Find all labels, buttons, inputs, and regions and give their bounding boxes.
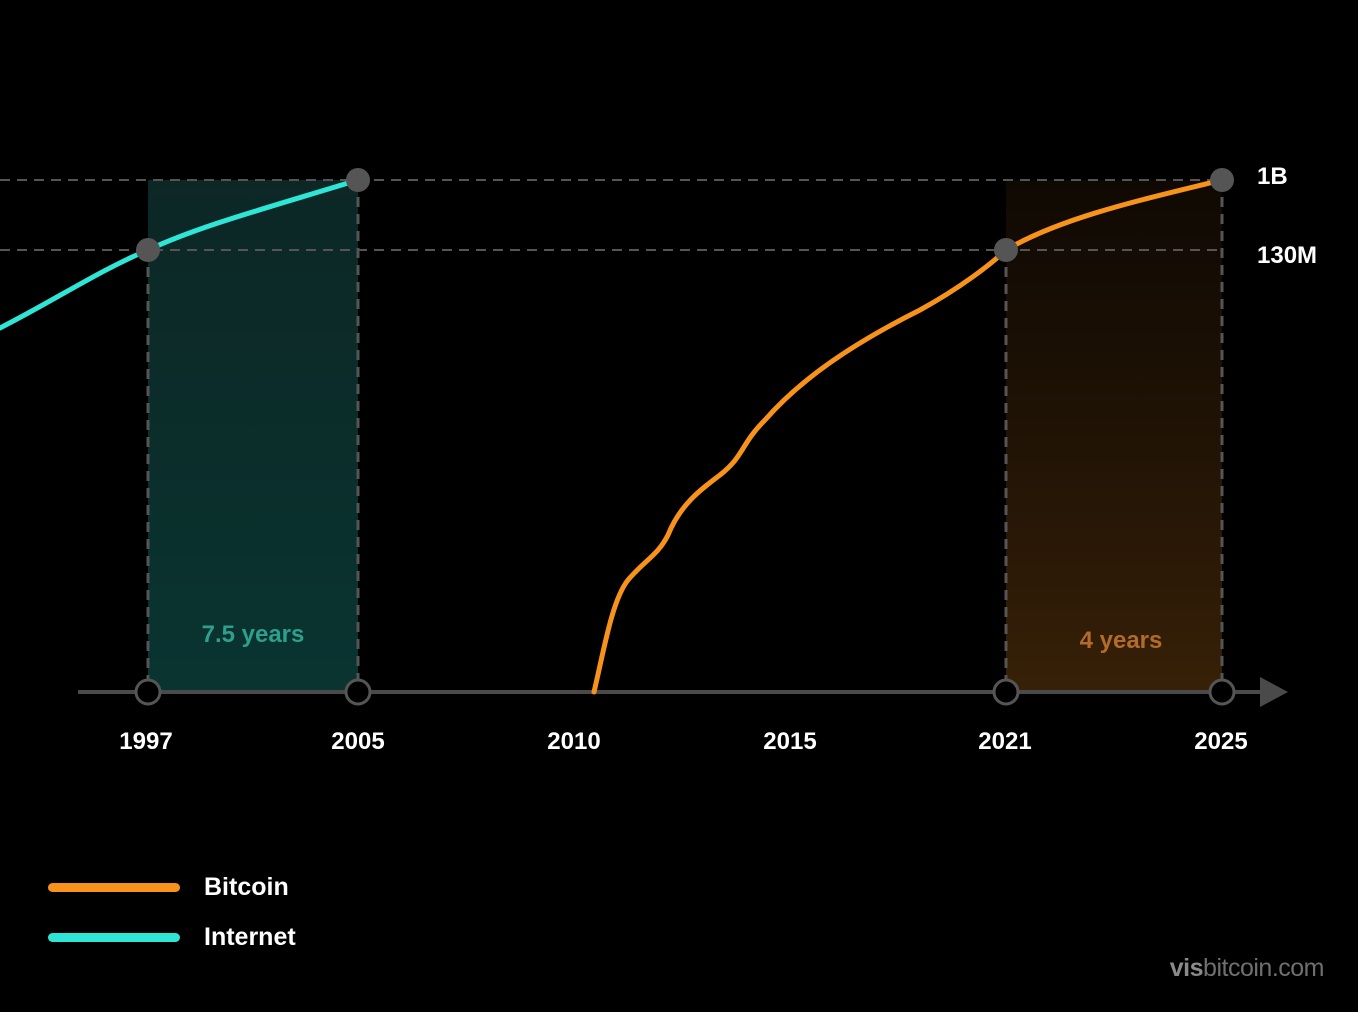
internet-span-band xyxy=(148,180,358,692)
x-tick-label-2021: 2021 xyxy=(978,728,1031,755)
point-marker-bitcoin-2025 xyxy=(1210,168,1234,192)
legend-swatch-internet xyxy=(48,932,180,942)
chart-legend: Bitcoin Internet xyxy=(48,862,296,962)
legend-swatch-bitcoin xyxy=(48,882,180,892)
annotation-internet-span: 7.5 years xyxy=(202,621,305,648)
watermark-rest: bitcoin.com xyxy=(1203,954,1324,982)
series-line-bitcoin xyxy=(591,177,1225,695)
legend-label-internet: Internet xyxy=(204,922,296,951)
x-tick-label-2025: 2025 xyxy=(1194,728,1247,755)
x-tick-label-2015: 2015 xyxy=(763,728,816,755)
annotation-bitcoin-span: 4 years xyxy=(1080,627,1163,654)
point-marker-bitcoin-2021 xyxy=(994,238,1018,262)
x-tick-label-2005: 2005 xyxy=(331,728,384,755)
watermark-bold: vis xyxy=(1169,954,1204,982)
source-watermark: visbitcoin.com xyxy=(1169,954,1325,983)
x-tick-label-1997: 1997 xyxy=(119,728,172,755)
legend-item-internet: Internet xyxy=(48,912,296,962)
legend-item-bitcoin: Bitcoin xyxy=(48,862,296,912)
x-tick-label-2010: 2010 xyxy=(547,728,600,755)
tick-marker-2025 xyxy=(1208,678,1236,706)
tick-marker-2021 xyxy=(992,678,1020,706)
bitcoin-span-band xyxy=(1006,180,1222,692)
x-axis-arrow-icon xyxy=(1260,677,1288,707)
legend-label-bitcoin: Bitcoin xyxy=(204,872,289,901)
y-label-1b: 1B xyxy=(1257,163,1288,190)
y-label-130m: 130M xyxy=(1257,242,1317,269)
point-marker-internet-1997 xyxy=(136,238,160,262)
tick-marker-1997 xyxy=(134,678,162,706)
tick-marker-2005 xyxy=(344,678,372,706)
point-marker-internet-2005 xyxy=(346,168,370,192)
